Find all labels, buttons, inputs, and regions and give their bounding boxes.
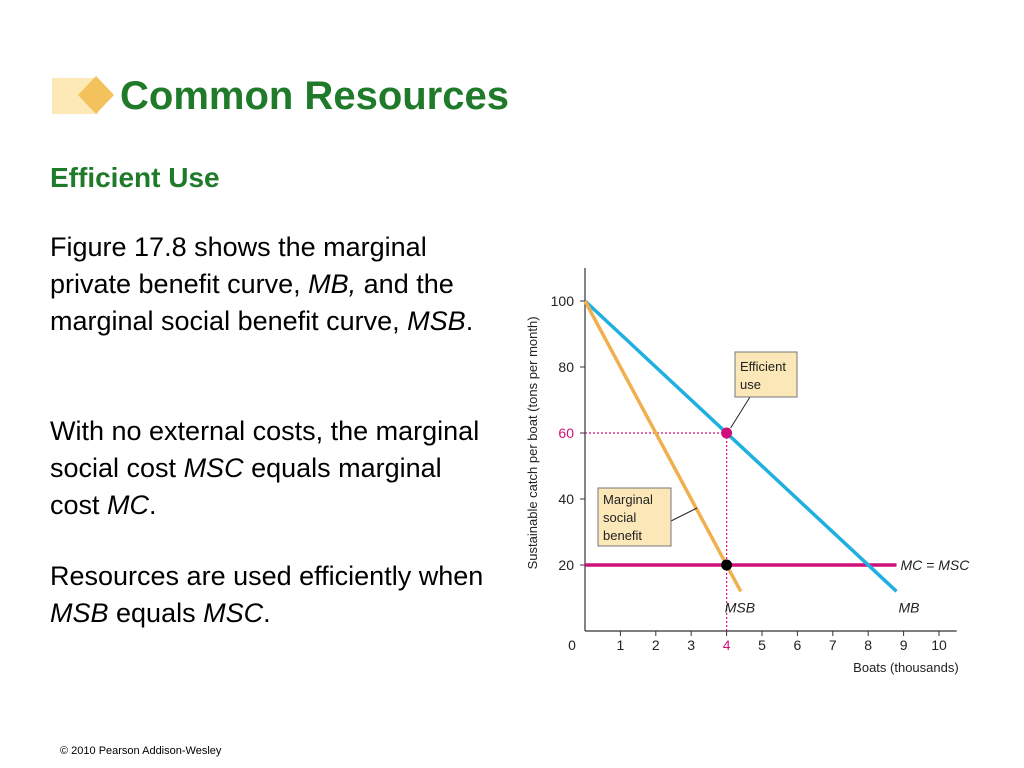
x-tick-label: 7 [829, 637, 837, 653]
x-tick-label: 4 [723, 637, 731, 653]
diamond-logo-icon [52, 76, 114, 114]
paragraph-efficiency: Resources are used efficiently when MSB … [50, 561, 484, 628]
title-bar: Common Resources [52, 70, 612, 126]
marginal-callout-line2: social [603, 510, 636, 525]
y-axis-label: Sustainable catch per boat (tons per mon… [525, 316, 540, 569]
paragraph-mb-msb: Figure 17.8 shows the marginal private b… [50, 232, 474, 336]
x-tick-label: 8 [864, 637, 872, 653]
y-tick-label: 100 [551, 293, 575, 309]
x-tick-label: 1 [617, 637, 625, 653]
efficient-callout-line1: Efficient [740, 359, 786, 374]
marginal-callout-line1: Marginal [603, 492, 653, 507]
page-title: Common Resources [120, 74, 509, 118]
x-tick-label: 5 [758, 637, 766, 653]
msb-label: MSB [725, 599, 755, 615]
mb-label: MB [899, 599, 920, 615]
x-tick-label: 2 [652, 637, 660, 653]
mb-line [583, 299, 898, 593]
msb-msc-point [721, 559, 733, 571]
marginal-leader-line [670, 507, 698, 522]
x-axis-label: Boats (thousands) [853, 660, 959, 675]
efficient-leader-line [730, 396, 751, 429]
section-subtitle: Efficient Use [50, 162, 220, 193]
origin-label: 0 [568, 637, 576, 653]
mc-msc-label: MC = MSC [901, 557, 971, 573]
x-tick-label: 6 [794, 637, 802, 653]
paragraph-msc-mc: With no external costs, the marginal soc… [50, 416, 480, 520]
x-tick-label: 10 [931, 637, 947, 653]
y-tick-label: 60 [558, 425, 574, 441]
marginal-callout-line3: benefit [603, 528, 642, 543]
msb-line [583, 300, 743, 593]
x-tick-label: 3 [687, 637, 695, 653]
x-tick-label: 9 [900, 637, 908, 653]
y-tick-label: 40 [558, 491, 574, 507]
y-tick-label: 80 [558, 359, 574, 375]
efficient-use-callout [734, 351, 798, 398]
copyright-notice: © 2010 Pearson Addison-Wesley [60, 745, 222, 757]
efficient-callout-line2: use [740, 377, 761, 392]
efficient-point [721, 427, 733, 439]
marginal-social-benefit-callout [597, 487, 672, 547]
y-tick-label: 20 [558, 557, 574, 573]
